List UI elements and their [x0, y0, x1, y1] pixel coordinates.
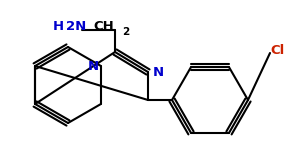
Text: N: N: [152, 65, 163, 78]
Text: Cl: Cl: [271, 43, 285, 56]
Text: CH: CH: [94, 19, 114, 32]
Text: 2N: 2N: [66, 19, 86, 32]
Text: H: H: [52, 19, 64, 32]
Text: 2: 2: [123, 27, 130, 37]
Text: N: N: [87, 60, 98, 73]
